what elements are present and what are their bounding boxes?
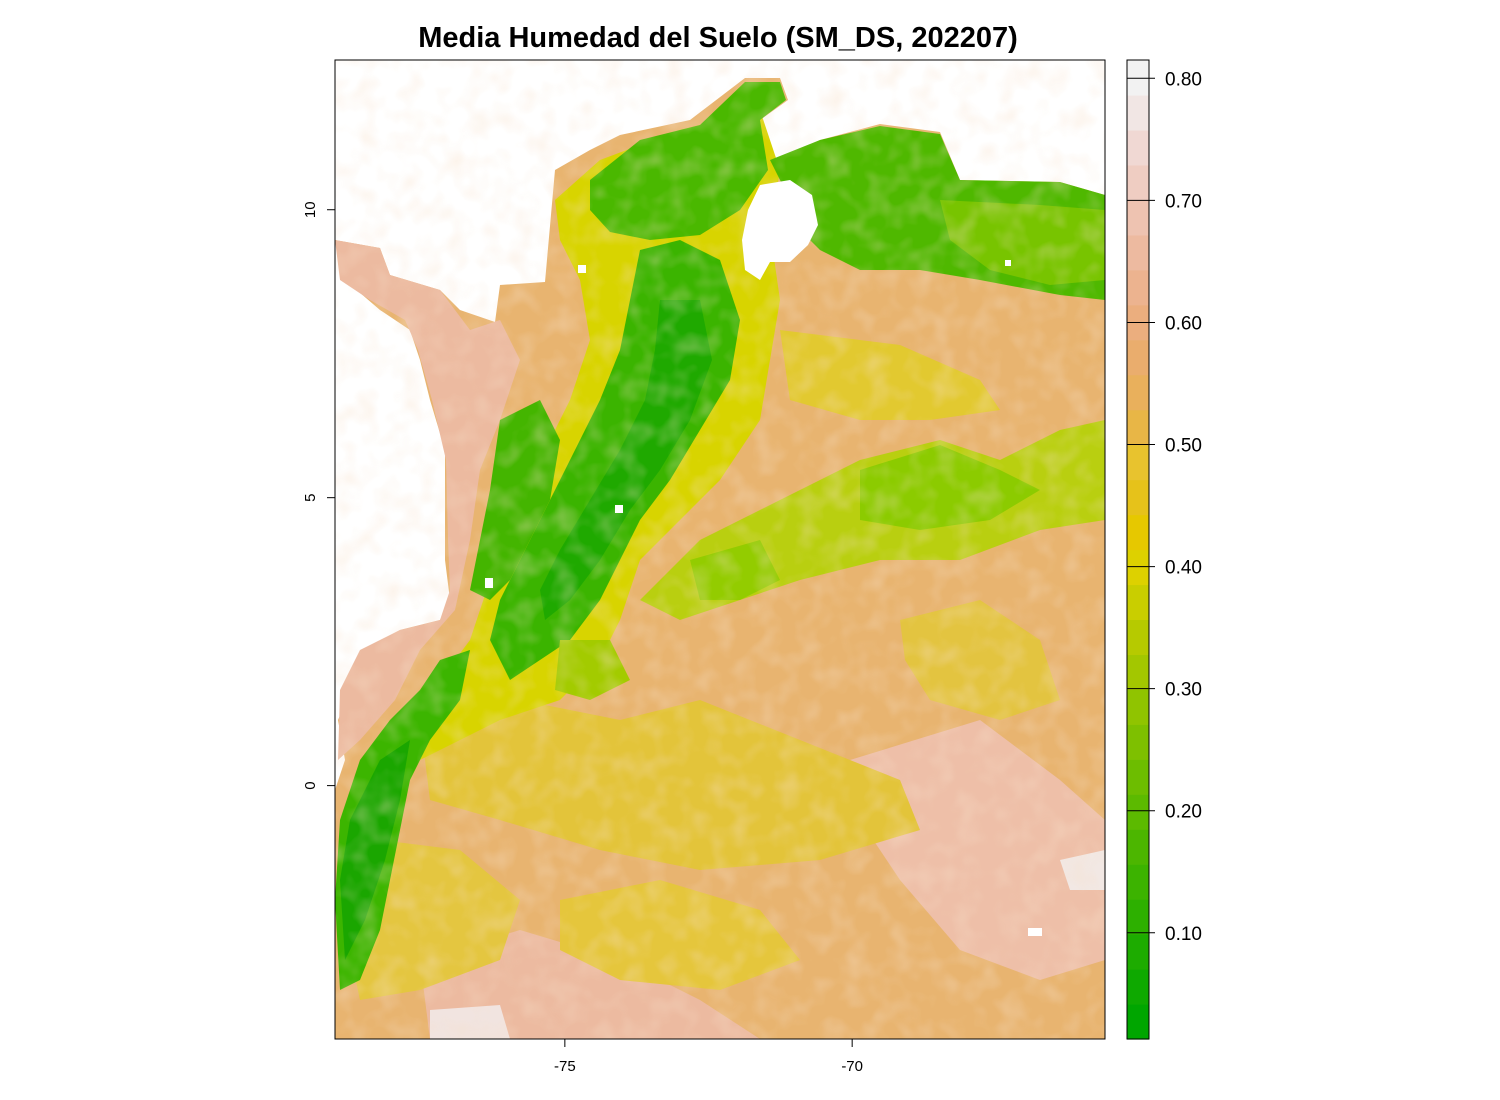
legend-label: 0.60 <box>1165 313 1202 334</box>
nodata-speck <box>578 265 586 273</box>
nodata-speck <box>1005 260 1011 266</box>
legend-swatch <box>1127 234 1149 271</box>
legend-swatch <box>1127 934 1149 970</box>
lake-maracaibo <box>742 180 818 280</box>
legend-swatch <box>1127 549 1149 586</box>
plot-frame <box>334 59 1106 1040</box>
nodata-speck <box>615 505 623 513</box>
y-tick-label: 0 <box>302 781 319 789</box>
x-tick-label: -70 <box>841 1058 863 1075</box>
legend-swatch <box>1127 409 1149 446</box>
x-tick-label: -75 <box>554 1058 576 1075</box>
nodata-speck <box>1028 928 1042 936</box>
nodata-speck <box>485 578 493 588</box>
legend-swatch <box>1127 514 1149 551</box>
legend-swatch <box>1127 479 1149 516</box>
legend-label: 0.40 <box>1165 558 1202 579</box>
color-legend: 0.10 0.20 0.30 0.40 0.50 0.60 0.70 0.80 <box>1126 59 1202 1040</box>
raster-layer <box>335 60 1105 1039</box>
legend-swatch <box>1127 654 1149 690</box>
x-axis: -75 -70 <box>554 1039 863 1075</box>
legend-frame <box>1126 59 1150 1040</box>
legend-label: 0.30 <box>1165 680 1202 701</box>
legend-swatch <box>1127 60 1149 96</box>
legend-swatch <box>1127 829 1149 865</box>
legend-swatch <box>1127 724 1149 760</box>
y-axis: 0 5 10 <box>302 201 335 790</box>
legend-label: 0.50 <box>1165 436 1202 457</box>
legend-swatch <box>1127 864 1149 900</box>
legend-swatch <box>1127 619 1149 655</box>
legend-swatch <box>1127 1004 1149 1040</box>
y-tick-label: 10 <box>302 201 319 218</box>
legend-label: 0.20 <box>1165 802 1202 823</box>
legend-swatch <box>1127 969 1149 1005</box>
legend-swatch <box>1127 794 1149 830</box>
legend-swatch <box>1127 899 1149 935</box>
y-tick-label: 5 <box>302 493 319 501</box>
legend-swatch <box>1127 94 1149 131</box>
legend-swatch <box>1127 269 1149 306</box>
legend-swatch <box>1127 164 1149 201</box>
legend-label: 0.70 <box>1165 191 1202 212</box>
legend-swatch <box>1127 339 1149 376</box>
legend-swatch <box>1127 584 1149 621</box>
legend-swatch <box>1127 199 1149 236</box>
legend-swatch <box>1127 374 1149 411</box>
legend-swatch <box>1127 444 1149 481</box>
legend-swatch <box>1127 129 1149 166</box>
legend-swatch <box>1127 759 1149 795</box>
legend-swatch <box>1127 689 1149 725</box>
map-title: Media Humedad del Suelo (SM_DS, 202207) <box>418 22 1018 54</box>
legend-label: 0.10 <box>1165 924 1202 945</box>
legend-label: 0.80 <box>1165 69 1202 90</box>
